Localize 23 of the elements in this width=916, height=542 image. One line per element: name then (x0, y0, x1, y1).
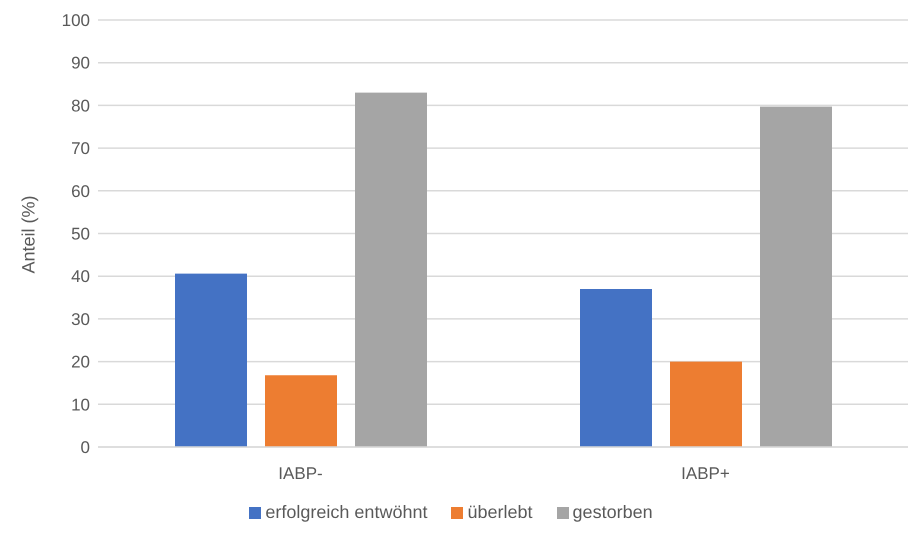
legend-label: erfolgreich entwöhnt (265, 502, 428, 522)
y-axis-title: Anteil (%) (18, 195, 38, 274)
y-tick-label: 30 (71, 310, 90, 329)
y-tick-label: 70 (71, 139, 90, 158)
y-tick-label: 10 (71, 395, 90, 414)
bar (760, 106, 832, 447)
y-tick-label: 60 (71, 182, 90, 201)
bar (175, 274, 247, 447)
bar (355, 92, 427, 447)
y-tick-label: 80 (71, 96, 90, 116)
legend-label: überlebt (467, 502, 533, 522)
y-tick-label: 50 (71, 224, 90, 244)
y-tick-label: 90 (71, 54, 90, 73)
bar (670, 362, 742, 447)
y-tick-label: 100 (62, 11, 90, 30)
x-tick-label: IABP- (278, 464, 323, 484)
bar (580, 289, 652, 447)
x-tick-label: IABP+ (681, 464, 730, 484)
y-tick-label: 40 (71, 267, 90, 286)
y-tick-label: 20 (71, 352, 90, 372)
legend-label: gestorben (572, 502, 653, 522)
y-tick-label: 0 (80, 438, 90, 458)
bar (265, 375, 337, 447)
